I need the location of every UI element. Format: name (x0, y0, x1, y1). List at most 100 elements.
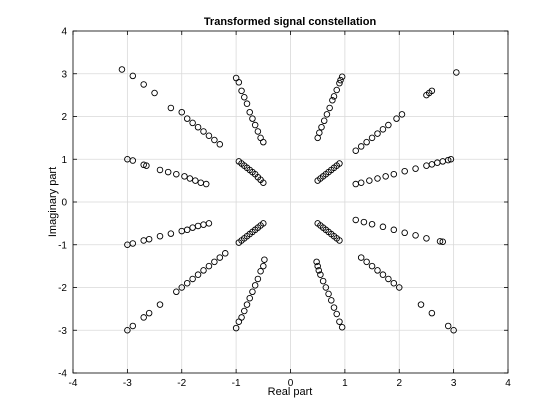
data-point (183, 279, 191, 287)
data-point (363, 258, 370, 266)
data-point (129, 240, 137, 247)
data-point (393, 115, 400, 122)
data-point (396, 284, 403, 291)
data-point (232, 324, 240, 332)
data-point (423, 162, 430, 169)
data-point (261, 256, 268, 263)
data-point (200, 267, 207, 274)
data-point (314, 177, 321, 184)
data-point (238, 314, 245, 321)
data-point (368, 220, 376, 228)
data-point (221, 250, 229, 257)
data-point (167, 230, 175, 237)
data-point (318, 123, 325, 131)
data-point (385, 121, 392, 129)
data-point (329, 96, 336, 104)
data-point (357, 179, 365, 187)
data-point (254, 275, 262, 283)
data-point (200, 221, 207, 228)
data-point (315, 267, 323, 274)
data-point (390, 170, 398, 178)
data-point (205, 262, 213, 270)
data-point (140, 314, 147, 321)
x-tick-label: 0 (288, 378, 294, 389)
data-point (205, 132, 213, 139)
data-point (423, 235, 430, 242)
data-point (145, 309, 153, 317)
data-point (401, 229, 408, 237)
data-point (330, 93, 338, 100)
data-point (167, 104, 175, 112)
data-point (156, 232, 164, 240)
y-tick-label: 1 (61, 155, 67, 166)
data-point (216, 141, 224, 148)
data-point (235, 239, 243, 246)
x-tick-label: 1 (342, 378, 348, 389)
data-point (235, 158, 243, 165)
data-point (140, 237, 147, 244)
x-tick-label: -4 (69, 378, 78, 389)
data-point (257, 268, 264, 275)
y-tick-label: 0 (61, 198, 67, 209)
data-point (360, 218, 368, 226)
data-point (317, 271, 324, 278)
data-point (398, 111, 406, 118)
data-point (205, 220, 213, 227)
data-point (241, 307, 248, 315)
data-point (390, 226, 398, 234)
data-point (401, 167, 408, 175)
data-point (450, 327, 457, 334)
data-points (118, 66, 460, 334)
data-point (156, 166, 164, 174)
data-point (140, 81, 147, 88)
data-point (251, 282, 259, 289)
data-point (366, 177, 373, 184)
y-tick-label: -1 (58, 240, 67, 251)
data-point (352, 147, 360, 154)
data-point (363, 138, 370, 146)
grid-lines (73, 31, 508, 373)
data-point (151, 89, 158, 97)
data-point (390, 279, 398, 287)
data-point (368, 134, 376, 142)
y-tick-label: 2 (61, 112, 67, 123)
data-point (251, 121, 259, 129)
data-point (338, 324, 346, 331)
data-point (352, 180, 360, 188)
data-point (436, 238, 444, 245)
data-point (260, 262, 267, 270)
data-point (336, 318, 343, 325)
data-point (243, 100, 251, 107)
data-point (246, 108, 253, 116)
data-point (330, 304, 338, 311)
data-point (379, 126, 387, 133)
y-tick-label: 3 (61, 69, 67, 80)
data-point (417, 301, 425, 308)
data-point (352, 216, 360, 224)
data-point (374, 267, 381, 274)
data-point (235, 79, 243, 86)
data-point (189, 275, 196, 283)
data-point (357, 143, 365, 150)
data-point (322, 284, 330, 291)
data-point (453, 69, 460, 76)
data-point (325, 290, 332, 298)
x-tick-label: 2 (396, 378, 402, 389)
data-point (428, 161, 436, 168)
data-point (447, 155, 455, 163)
chart-title: Transformed signal constellation (204, 16, 377, 28)
data-point (124, 241, 131, 248)
data-point (412, 232, 419, 239)
data-point (189, 119, 196, 127)
data-point (337, 76, 344, 84)
data-point (181, 173, 188, 180)
data-point (323, 111, 331, 118)
data-point (314, 220, 321, 227)
data-point (326, 104, 333, 112)
x-tick-label: -2 (177, 378, 186, 389)
axis-ticks: -4 -3 -2 -1 0 1 2 3 4 -4 -3 -2 -1 0 1 2 3 4 (58, 27, 511, 390)
data-point (145, 235, 153, 243)
data-point (379, 271, 387, 278)
data-point (379, 223, 387, 231)
